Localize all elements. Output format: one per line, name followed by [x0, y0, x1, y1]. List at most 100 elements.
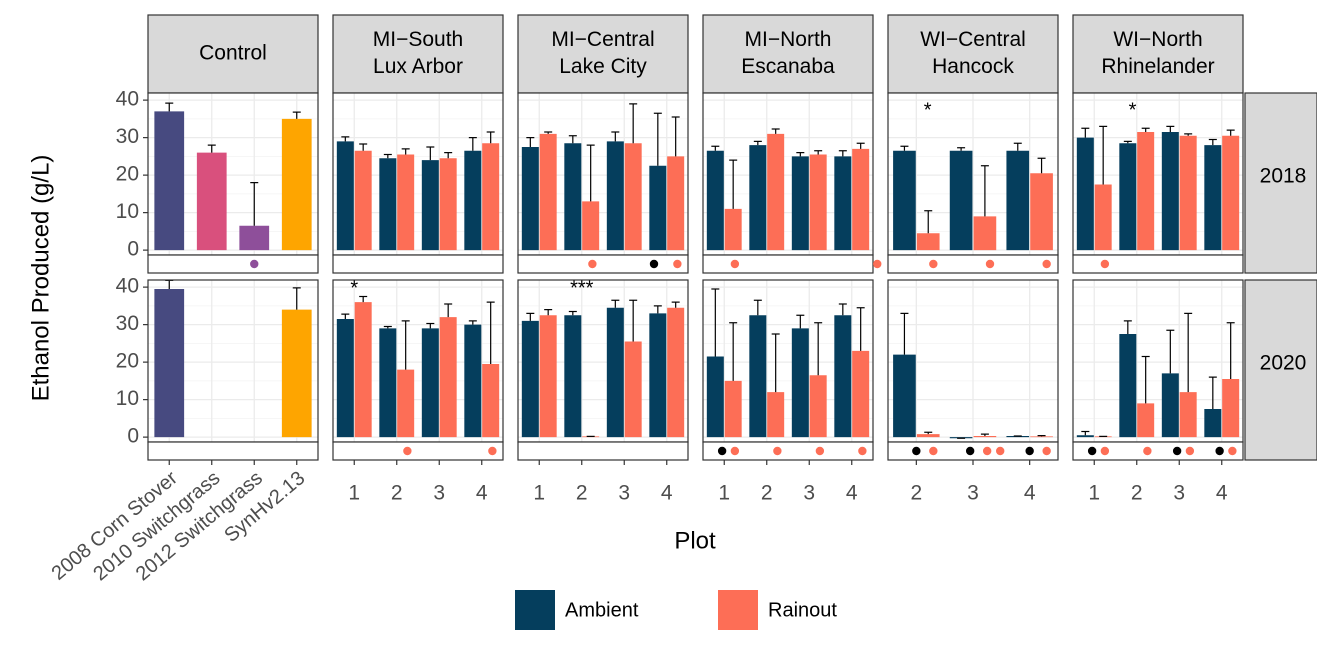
- marker-strip: [517, 254, 689, 274]
- error-bar: [653, 305, 662, 314]
- facet-title: WI−North: [1113, 28, 1202, 51]
- x-tick-label: 2: [910, 482, 922, 505]
- bar: [1222, 379, 1240, 438]
- error-bar: [838, 303, 847, 316]
- error-bar: [586, 144, 595, 202]
- bar: [1006, 150, 1030, 251]
- significance-marker: [1143, 446, 1152, 456]
- bar: [354, 302, 372, 438]
- x-tick-label: 1: [348, 482, 360, 505]
- bar: [397, 369, 415, 438]
- x-tick-label: 3: [1173, 482, 1185, 505]
- error-bar: [341, 313, 350, 319]
- x-tick-label: 2: [1131, 482, 1143, 505]
- bar: [767, 133, 785, 251]
- y-tick-label: 0: [127, 238, 139, 261]
- y-tick-label: 30: [116, 125, 139, 148]
- bar: [667, 307, 685, 438]
- bar: [852, 148, 870, 251]
- error-bar: [544, 131, 553, 134]
- bar: [1204, 409, 1222, 438]
- bar: [706, 150, 724, 251]
- x-tick-label: 4: [846, 482, 858, 505]
- bar: [724, 208, 742, 251]
- bar: [1161, 132, 1179, 251]
- error-bar: [729, 159, 738, 209]
- error-bar: [611, 131, 620, 142]
- bar: [281, 309, 312, 438]
- error-bar: [653, 112, 662, 166]
- bar: [521, 320, 539, 438]
- legend-swatch: [515, 590, 555, 630]
- error-bar: [814, 150, 823, 155]
- facet-header: [1072, 14, 1244, 94]
- bar: [154, 289, 185, 438]
- error-bar: [1208, 138, 1217, 146]
- facet-title: WI−Central: [920, 28, 1026, 51]
- error-bar: [568, 135, 577, 144]
- error-bar: [1099, 125, 1108, 185]
- x-tick-label: 3: [433, 482, 445, 505]
- marker-strip: [517, 441, 689, 461]
- error-bar: [856, 307, 865, 351]
- significance-marker: [965, 446, 975, 456]
- facet-title: Lake City: [559, 55, 647, 78]
- error-bar: [207, 144, 216, 153]
- facet-title: MI−North: [745, 28, 832, 51]
- significance-marker: [929, 259, 938, 269]
- error-bar: [924, 431, 933, 435]
- y-tick-label: 10: [116, 200, 139, 223]
- error-bar: [426, 322, 435, 329]
- x-tick-label: 3: [803, 482, 815, 505]
- bar: [1179, 392, 1197, 438]
- significance-label: *: [1129, 100, 1137, 122]
- y-tick-label: 20: [116, 350, 139, 373]
- marker-strip: [887, 254, 1059, 274]
- error-bar: [900, 145, 909, 151]
- error-bar: [711, 145, 720, 151]
- bar: [521, 147, 539, 251]
- significance-marker: [1185, 446, 1195, 456]
- significance-label: ***: [570, 277, 594, 299]
- bar: [834, 315, 852, 438]
- significance-marker: [730, 446, 740, 456]
- bar: [916, 434, 940, 438]
- significance-marker: [929, 446, 938, 456]
- error-bar: [444, 152, 453, 159]
- error-bar: [1037, 157, 1046, 174]
- marker-strip: [332, 441, 504, 461]
- error-bar: [671, 301, 680, 308]
- marker-strip: [702, 441, 874, 461]
- bar: [421, 160, 439, 251]
- significance-marker: [912, 446, 921, 456]
- error-bar: [629, 299, 638, 342]
- legend-label: Ambient: [565, 599, 639, 621]
- error-bar: [814, 322, 823, 376]
- error-bar: [165, 102, 174, 112]
- bar: [667, 156, 685, 251]
- y-tick-label: 40: [116, 275, 139, 298]
- error-bar: [1226, 129, 1235, 136]
- bar: [606, 141, 624, 251]
- error-bar: [292, 287, 301, 310]
- error-bar: [671, 116, 680, 157]
- bar: [809, 154, 827, 251]
- error-bar: [568, 310, 577, 316]
- bar: [482, 143, 500, 251]
- error-bar: [468, 137, 477, 151]
- x-tick-label: 3: [618, 482, 630, 505]
- bar: [1030, 436, 1053, 438]
- marker-strip: [1072, 254, 1244, 274]
- bar: [354, 150, 372, 251]
- x-tick-label: 4: [476, 482, 488, 505]
- significance-marker: [1215, 446, 1224, 456]
- error-bar: [753, 140, 762, 146]
- bar: [336, 141, 354, 251]
- bar: [482, 364, 500, 438]
- error-bar: [1081, 127, 1090, 138]
- error-bar: [980, 165, 989, 217]
- error-bar: [250, 182, 259, 226]
- error-bar: [526, 137, 535, 147]
